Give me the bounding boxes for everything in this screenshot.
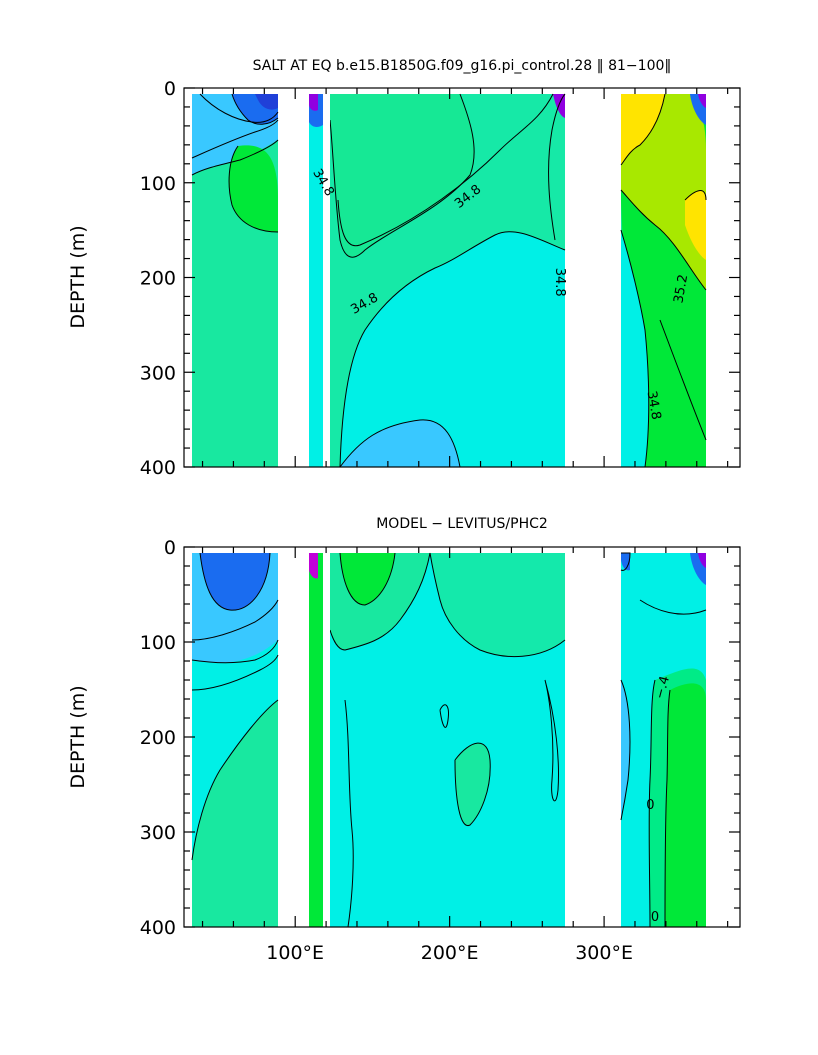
difference-region <box>621 680 630 820</box>
contour-line <box>329 93 475 258</box>
contour-line <box>191 654 279 691</box>
panel-title: MODEL − LEVITUS/PHC2 <box>376 516 548 532</box>
contour-line <box>191 639 279 664</box>
contour-line <box>439 704 449 728</box>
contour-label: 0 <box>646 798 654 813</box>
contour-line <box>620 552 631 571</box>
contour-line <box>664 689 671 928</box>
y-tick-label: 100 <box>140 173 176 195</box>
difference-region <box>200 553 270 611</box>
y-tick-label: 300 <box>140 362 176 384</box>
land-mask <box>323 553 330 927</box>
contour-line <box>544 679 559 802</box>
plot-area <box>184 547 740 928</box>
contour-line <box>191 139 279 176</box>
difference-region <box>430 553 565 657</box>
contour-label: 0 <box>651 910 659 925</box>
difference-region <box>455 743 491 826</box>
plot-area <box>184 88 740 468</box>
contour-line <box>620 679 631 821</box>
salinity-region <box>309 94 318 111</box>
salinity-region <box>229 145 278 232</box>
y-tick-label: 400 <box>140 457 176 479</box>
contour-line <box>454 742 491 826</box>
contour-line <box>684 190 707 201</box>
contour-line <box>191 699 279 861</box>
panel-model-minus-levitus: MODEL − LEVITUS/PHC2 <box>67 516 741 964</box>
y-tick-labels: 0 100 200 300 400 <box>140 78 176 479</box>
contour-line <box>620 93 666 166</box>
contour-line <box>199 552 271 611</box>
salinity-region <box>255 94 278 110</box>
y-tick-labels: 0 100 200 300 400 <box>140 537 176 939</box>
contour-line <box>191 599 279 641</box>
contour-line <box>620 229 650 468</box>
contour-line <box>339 231 566 468</box>
panel-title: SALT AT EQ b.e15.B1850G.f09_g16.pi_contr… <box>253 58 672 74</box>
y-tick-label: 0 <box>164 537 176 559</box>
y-tick-label: 100 <box>140 632 176 654</box>
salinity-region <box>698 94 706 108</box>
x-tick-label: 100°E <box>266 942 324 964</box>
contour-line <box>659 319 707 441</box>
contour-line <box>329 552 431 651</box>
ocean-region <box>309 94 323 467</box>
y-tick-label: 200 <box>140 268 176 290</box>
contour-line <box>620 189 707 291</box>
contour-line <box>548 93 566 241</box>
salinity-region <box>330 94 565 467</box>
contour-line <box>339 419 461 468</box>
salinity-region <box>340 419 460 467</box>
difference-region <box>665 683 706 927</box>
contour-line <box>231 93 279 125</box>
difference-region <box>309 553 318 579</box>
x-tick-label: 300°E <box>575 942 633 964</box>
salinity-region <box>621 230 649 467</box>
contour-line <box>648 679 656 928</box>
x-tick-label: 200°E <box>421 942 479 964</box>
ocean-region <box>309 553 323 927</box>
contour-line <box>339 552 396 606</box>
y-axis-label: DEPTH (m) <box>67 685 89 788</box>
difference-region <box>698 553 706 568</box>
contour-label: 34.8 <box>644 390 664 421</box>
salinity-region <box>685 190 706 260</box>
x-tick-labels: 100°E 200°E 300°E <box>266 942 633 964</box>
contour-label-layer: −.4 0 0 <box>646 674 673 925</box>
y-tick-label: 0 <box>164 78 176 100</box>
contour-line <box>639 599 707 615</box>
y-tick-label: 200 <box>140 727 176 749</box>
contour-label: −.4 <box>653 674 674 700</box>
y-tick-label: 400 <box>140 917 176 939</box>
contour-line <box>429 552 566 658</box>
contour-line <box>191 119 279 159</box>
axis-ticks <box>184 546 740 928</box>
y-axis-label: DEPTH (m) <box>67 225 89 328</box>
contour-label: 35.2 <box>671 273 691 304</box>
axis-ticks <box>184 87 740 468</box>
contour-line <box>344 699 354 928</box>
land-mask <box>323 94 330 467</box>
y-tick-label: 300 <box>140 822 176 844</box>
panel-salt-at-eq: SALT AT EQ b.e15.B1850G.f09_g16.pi_contr… <box>67 58 741 479</box>
salinity-region <box>621 94 665 165</box>
contour-label: 34.8 <box>552 268 567 297</box>
contour-line <box>228 145 279 233</box>
contour-line <box>337 93 554 247</box>
